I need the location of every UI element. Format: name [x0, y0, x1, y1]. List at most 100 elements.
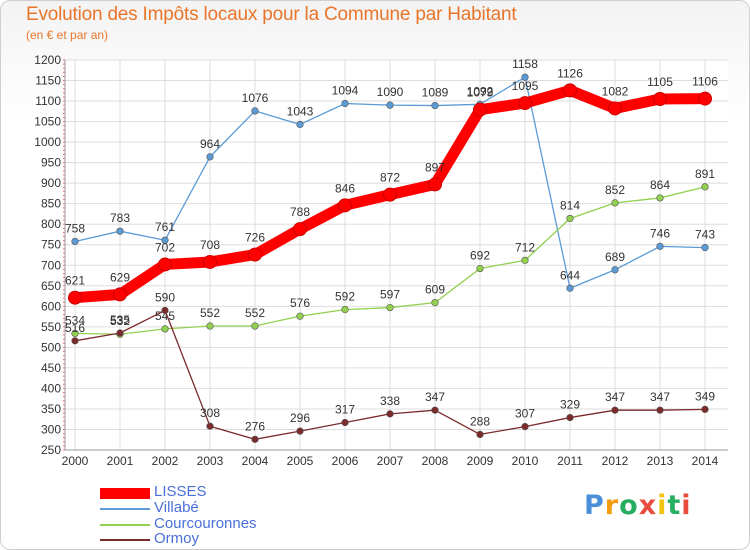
chart-subtitle: (en € et par an) [26, 28, 109, 42]
data-point [521, 256, 529, 264]
legend-swatch [100, 487, 150, 499]
data-label: 689 [605, 250, 625, 264]
legend-swatch [100, 539, 150, 541]
data-point [71, 329, 79, 338]
data-label: 590 [155, 290, 175, 304]
data-point [161, 236, 169, 244]
data-point [113, 287, 127, 302]
data-label: 761 [155, 220, 175, 234]
data-point [161, 306, 169, 315]
data-point [701, 183, 709, 191]
data-point [203, 254, 217, 269]
legend-swatch [100, 508, 150, 510]
data-point [206, 153, 214, 161]
data-label: 516 [65, 321, 85, 335]
y-tick-label: 1000 [34, 135, 61, 149]
x-tick-label: 2004 [242, 454, 269, 468]
data-label: 349 [695, 389, 715, 403]
data-label: 1095 [512, 79, 539, 93]
data-point [68, 290, 82, 305]
y-tick-label: 1200 [34, 53, 61, 67]
data-label: 1092 [467, 84, 494, 98]
data-point [431, 101, 439, 110]
data-label: 726 [245, 231, 265, 245]
data-label: 872 [380, 171, 400, 185]
data-label: 692 [470, 249, 490, 263]
plot-area [65, 60, 728, 450]
data-point [206, 422, 214, 430]
data-label: 964 [200, 137, 220, 151]
legend-swatch [100, 524, 150, 526]
data-label: 852 [605, 183, 625, 197]
logo-letter: o [619, 490, 639, 521]
data-point [701, 405, 709, 413]
data-point [476, 430, 484, 439]
data-point [566, 284, 574, 292]
data-point [656, 242, 664, 250]
data-label: 712 [515, 240, 535, 254]
data-point [251, 435, 259, 443]
data-label: 1089 [422, 86, 449, 100]
data-point [608, 101, 622, 116]
data-point [383, 187, 397, 202]
data-label: 347 [605, 390, 625, 404]
y-tick-label: 900 [41, 176, 61, 190]
data-label: 347 [650, 390, 670, 404]
data-point [473, 102, 487, 117]
data-point [563, 83, 577, 98]
data-point [251, 322, 259, 330]
data-label: 758 [65, 221, 85, 235]
y-tick-label: 1050 [34, 115, 61, 129]
y-tick-label: 250 [41, 443, 61, 457]
data-point [611, 199, 619, 207]
data-label: 535 [110, 313, 130, 327]
data-point [71, 337, 79, 345]
data-label: 552 [245, 306, 265, 320]
data-label: 609 [425, 283, 445, 297]
y-tick-label: 1150 [35, 74, 61, 88]
y-tick-label: 500 [41, 340, 61, 354]
data-label: 1079 [467, 86, 494, 100]
y-tick-label: 400 [41, 381, 61, 395]
data-label: 308 [200, 406, 220, 420]
data-point [698, 91, 712, 106]
data-label: 338 [380, 394, 400, 408]
x-tick-label: 2002 [152, 454, 179, 468]
data-point [521, 423, 529, 431]
data-label: 347 [425, 390, 445, 404]
logo-letter: x [638, 490, 658, 521]
x-tick-label: 2013 [647, 454, 674, 468]
data-point [386, 303, 394, 312]
data-label: 288 [470, 414, 490, 428]
x-tick-label: 2007 [377, 454, 404, 468]
x-tick-label: 2010 [512, 454, 539, 468]
x-tick-label: 2009 [467, 454, 494, 468]
logo-letter: i [681, 490, 692, 521]
legend-label: LISSES [154, 483, 207, 500]
data-point [116, 329, 124, 337]
data-label: 783 [110, 211, 130, 225]
data-point [296, 120, 304, 129]
data-point [656, 194, 664, 202]
data-label: 597 [380, 288, 400, 302]
data-point [521, 73, 529, 81]
data-point [248, 247, 262, 262]
data-label: 1090 [377, 85, 404, 99]
data-point [386, 410, 394, 418]
data-point [611, 266, 619, 274]
data-label: 814 [560, 198, 580, 212]
data-label: 532 [110, 314, 130, 328]
data-point [431, 299, 439, 307]
data-point [296, 312, 304, 320]
data-point [701, 244, 709, 252]
y-tick-label: 350 [41, 402, 61, 416]
y-tick-label: 950 [41, 156, 61, 170]
data-point [386, 101, 394, 109]
y-tick-label: 750 [41, 238, 61, 252]
x-tick-label: 2000 [62, 454, 89, 468]
data-label: 317 [335, 402, 355, 416]
data-label: 746 [650, 226, 670, 240]
data-point [341, 99, 349, 108]
data-label: 846 [335, 181, 355, 195]
